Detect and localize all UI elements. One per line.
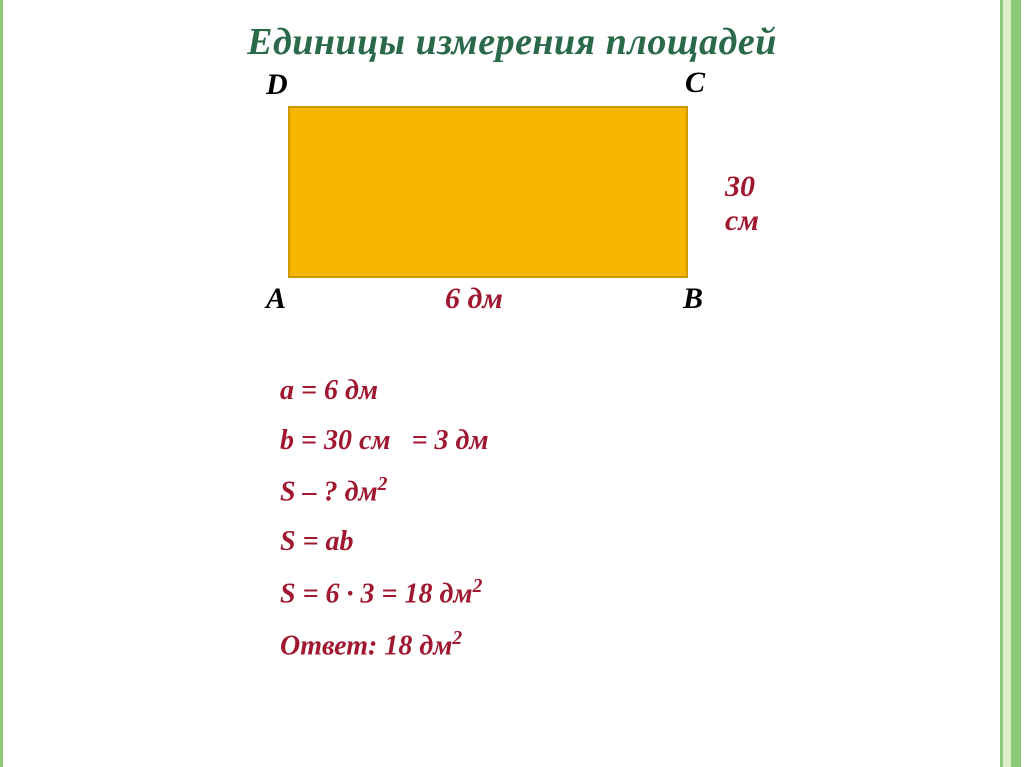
- vertex-c: C: [685, 66, 705, 100]
- line-s-calc: S = 6 · 3 = 18 дм2: [280, 575, 1024, 611]
- rectangle-diagram: D C A B 30 см 6 дм: [280, 82, 780, 322]
- stripe-3: [1011, 0, 1021, 767]
- solution-block: a = 6 дм b = 30 см = 3 дм S – ? дм2 S = …: [280, 374, 1024, 663]
- stripe-2: [1003, 0, 1011, 767]
- line-b: b = 30 см = 3 дм: [280, 424, 1024, 458]
- side-label-right: 30 см: [725, 170, 780, 238]
- line-answer: Ответ: 18 дм2: [280, 627, 1024, 663]
- line-b-extra-text: = 3 дм: [412, 425, 489, 456]
- left-border: [0, 0, 3, 767]
- line-b-extra: [398, 425, 412, 456]
- line-b-main: b = 30 см: [280, 425, 391, 456]
- vertex-b: B: [683, 282, 703, 316]
- vertex-a: A: [266, 282, 286, 316]
- side-label-bottom: 6 дм: [445, 282, 503, 316]
- vertex-d: D: [266, 68, 288, 102]
- line-a: a = 6 дм: [280, 374, 1024, 408]
- line-s-formula: S = ab: [280, 525, 1024, 559]
- line-s-unknown: S – ? дм2: [280, 473, 1024, 509]
- right-border: [996, 0, 1024, 767]
- page-title: Единицы измерения площадей: [0, 0, 1024, 64]
- rectangle-shape: [288, 106, 688, 278]
